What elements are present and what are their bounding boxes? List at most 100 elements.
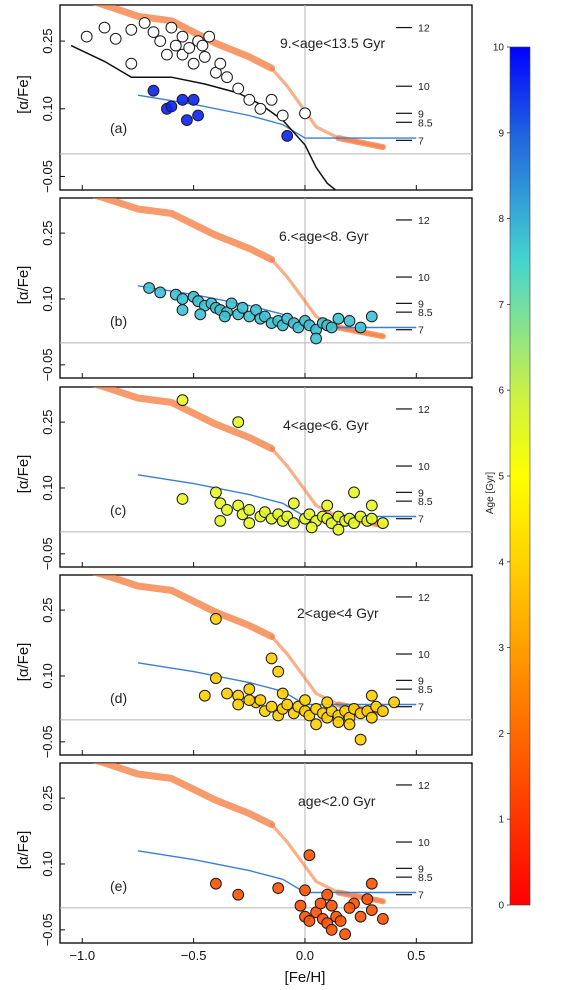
data-point	[325, 899, 338, 912]
data-point	[334, 915, 347, 927]
data-point	[221, 71, 233, 84]
panel-age-title: 2<age<4 Gyr	[297, 605, 379, 621]
data-point	[354, 321, 367, 334]
panel-letter-label: (d)	[110, 690, 127, 706]
data-point	[305, 521, 318, 534]
panel-plot-area	[60, 198, 472, 378]
blue-model-line	[137, 94, 417, 139]
colorbar-tick-label: 3	[498, 643, 504, 654]
data-point	[348, 486, 360, 499]
colorbar-gradient	[509, 46, 531, 906]
isochrone-tick-label: 12	[418, 23, 430, 35]
y-tick-label: −0.05	[40, 348, 55, 381]
y-tick-label: −0.05	[40, 725, 55, 758]
data-point	[143, 282, 156, 294]
data-point	[281, 130, 294, 142]
colorbar-label: Age [Gyr]	[485, 472, 496, 514]
orange-track-thick	[92, 387, 276, 452]
panel-1: 12 10 98.5 7 −0.05 0.10 0.25 [α/Fe] 6.<age<8. Gy…	[15, 197, 473, 381]
data-point	[299, 694, 311, 706]
panel-letter-label: (a)	[110, 120, 127, 136]
data-point	[299, 884, 311, 897]
panel-2: 12 10 98.5 7 −0.05 0.10 0.25 [α/Fe] 4<age<6. Gyr…	[15, 386, 473, 570]
y-tick-label: 0.10	[40, 851, 55, 876]
data-point	[232, 82, 245, 95]
data-point	[287, 497, 300, 510]
data-point	[377, 913, 389, 925]
panel-letter-label: (e)	[110, 878, 127, 894]
data-point	[154, 35, 167, 47]
y-tick-label: 0.10	[40, 96, 55, 121]
data-point	[161, 48, 173, 61]
isochrone-tick-label: 10	[418, 81, 430, 93]
data-point	[365, 499, 378, 512]
isochrone-tick-label: 12	[418, 780, 430, 792]
data-point	[80, 30, 93, 43]
data-point	[165, 21, 178, 34]
data-point	[321, 499, 334, 512]
data-point	[221, 504, 233, 516]
data-point	[354, 733, 367, 746]
isochrone-tick-label: 8.5	[418, 496, 433, 508]
data-point	[365, 689, 378, 702]
data-point	[276, 687, 289, 700]
panel-0: 12 10 98.5 7 −0.05 0.10 0.25 [α/Fe] 9.<age<13.5 …	[15, 4, 473, 193]
panel-letter-label: (b)	[110, 313, 127, 329]
data-point	[339, 928, 352, 941]
data-point	[154, 286, 167, 299]
y-axis-label: [α/Fe]	[15, 455, 32, 494]
data-point	[125, 57, 138, 70]
data-point	[210, 877, 222, 890]
data-point	[214, 515, 227, 527]
isochrone-tick-label: 12	[418, 592, 430, 604]
y-tick-label: 0.10	[40, 663, 55, 688]
data-point	[310, 718, 323, 731]
data-point	[303, 849, 316, 862]
data-point	[343, 902, 356, 914]
data-point	[303, 915, 316, 927]
data-point	[343, 315, 356, 327]
isochrone-tick-label: 8.5	[418, 307, 433, 319]
isochrone-tick-label: 10	[418, 461, 430, 473]
data-point	[332, 523, 345, 536]
y-axis-label: [α/Fe]	[15, 643, 32, 682]
x-axis-label: [Fe/H]	[285, 969, 326, 986]
x-tick-label: 0.0	[296, 948, 314, 963]
orange-track-end	[335, 889, 386, 905]
colorbar-tick-label: 2	[498, 729, 504, 740]
data-point	[176, 93, 189, 106]
data-point	[361, 893, 374, 905]
y-tick-label: −0.05	[40, 913, 55, 946]
isochrone-tick-label: 9	[418, 675, 424, 687]
isochrone-tick-label: 7	[418, 135, 424, 147]
panel-letter-label: (c)	[110, 502, 126, 518]
y-tick-label: 0.10	[40, 286, 55, 311]
data-point	[232, 416, 245, 429]
data-point	[310, 332, 323, 345]
data-point	[272, 665, 285, 678]
data-point	[198, 51, 211, 63]
isochrone-tick-label: 7	[418, 514, 424, 526]
isochrone-tick-label: 10	[418, 649, 430, 661]
data-point	[325, 923, 338, 936]
colorbar: 0 1 2 3 4 5 6 7 8 9 10 Age [Gyr]	[485, 43, 531, 912]
data-point	[187, 57, 200, 70]
data-point	[138, 17, 151, 29]
blue-model-line	[137, 662, 417, 706]
y-axis-label: [α/Fe]	[15, 831, 32, 870]
panel-4: 12 10 98.5 7 −0.05 0.10 0.25 [α/Fe] age<2.0 Gyr (…	[15, 762, 473, 946]
data-point	[276, 109, 289, 122]
data-point	[365, 904, 378, 916]
data-point	[287, 517, 300, 529]
data-point	[176, 493, 189, 505]
y-tick-label: 0.25	[40, 28, 55, 53]
data-point	[236, 301, 249, 314]
isochrone-tick-label: 9	[418, 863, 424, 875]
panel-plot-area	[60, 5, 472, 190]
panel-plot-area	[60, 575, 472, 755]
data-point	[265, 700, 278, 713]
data-point	[294, 899, 307, 912]
isochrone-tick-label: 9	[418, 108, 424, 120]
data-point	[343, 718, 356, 731]
